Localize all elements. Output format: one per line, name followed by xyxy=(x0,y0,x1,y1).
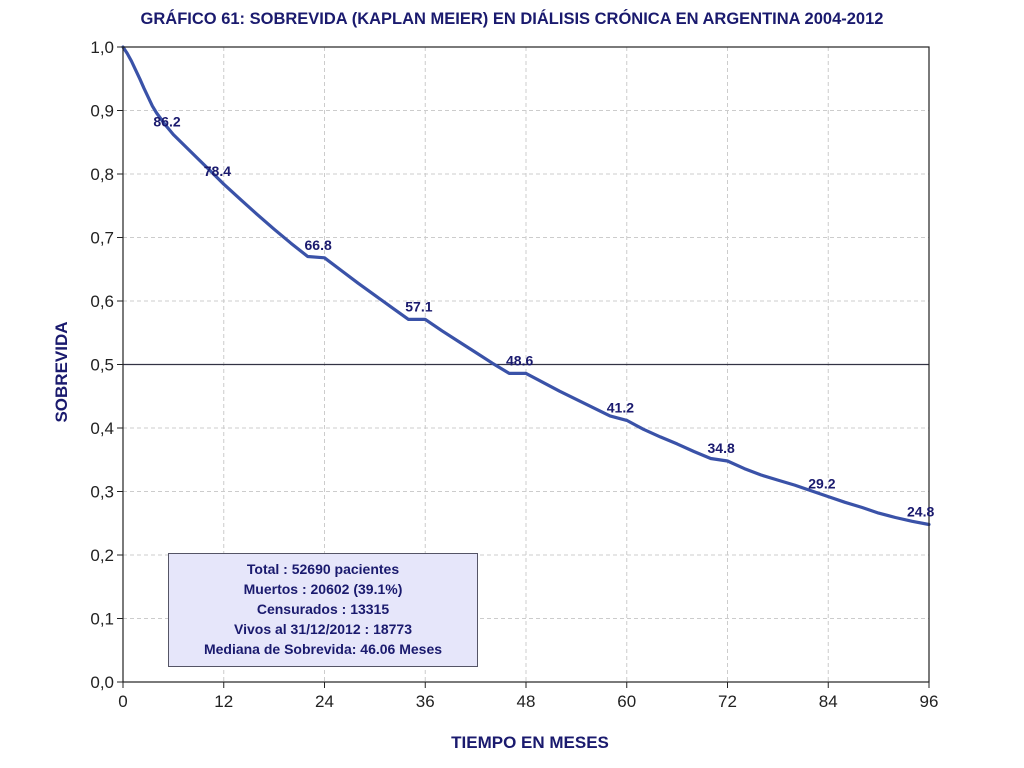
survival-value-label: 66.8 xyxy=(305,237,332,253)
summary-deaths: Muertos : 20602 (39.1%) xyxy=(243,581,403,597)
y-tick-label: 1,0 xyxy=(90,38,114,57)
y-tick-label: 0,8 xyxy=(90,165,114,184)
y-tick-label: 0,6 xyxy=(90,292,114,311)
y-tick-label: 0,3 xyxy=(90,483,114,502)
survival-value-label: 34.8 xyxy=(708,440,735,456)
x-axis-title: TIEMPO EN MESES xyxy=(451,733,609,752)
survival-curve xyxy=(121,45,931,527)
y-axis-title: SOBREVIDA xyxy=(52,321,71,422)
y-tick-label: 0,4 xyxy=(90,419,114,438)
summary-alive: Vivos al 31/12/2012 : 18773 xyxy=(234,621,412,637)
x-tick-label: 12 xyxy=(214,692,233,711)
survival-value-label: 29.2 xyxy=(808,476,835,492)
summary-box: Total : 52690 pacientes Muertos : 20602 … xyxy=(168,553,478,667)
survival-value-label: 48.6 xyxy=(506,352,533,368)
x-tick-label: 0 xyxy=(118,692,127,711)
y-tick-label: 0,7 xyxy=(90,229,114,248)
y-tick-label: 0,5 xyxy=(90,356,114,375)
y-tick-label: 0,1 xyxy=(90,610,114,629)
survival-value-label: 86.2 xyxy=(153,114,180,130)
axis-ticks: 0 12 24 36 48 60 72 84 96 0,0 0,1 0,2 0,3 0,4 0,5 0,6 0,… xyxy=(90,38,938,711)
survival-value-label: 41.2 xyxy=(607,399,634,415)
survival-value-label: 78.4 xyxy=(204,163,231,179)
survival-curve-layer xyxy=(121,45,931,527)
y-tick-label: 0,0 xyxy=(90,673,114,692)
summary-total: Total : 52690 pacientes xyxy=(246,561,400,577)
x-tick-label: 36 xyxy=(416,692,435,711)
chart-title: GRÁFICO 61: SOBREVIDA (KAPLAN MEIER) EN … xyxy=(140,10,884,28)
point-labels: 86.2 78.4 66.8 57.1 48.6 41.2 34.8 29.2 24.8 xyxy=(153,114,934,520)
x-tick-label: 96 xyxy=(920,692,939,711)
x-tick-label: 60 xyxy=(617,692,636,711)
x-tick-label: 84 xyxy=(819,692,838,711)
survival-value-label: 57.1 xyxy=(405,298,432,314)
summary-median: Mediana de Sobrevida: 46.06 Meses xyxy=(203,641,443,657)
x-tick-label: 72 xyxy=(718,692,737,711)
y-tick-label: 0,9 xyxy=(90,102,114,121)
summary-censored: Censurados : 13315 xyxy=(256,601,390,617)
x-tick-label: 48 xyxy=(517,692,536,711)
survival-value-label: 24.8 xyxy=(907,504,934,520)
x-tick-label: 24 xyxy=(315,692,334,711)
y-tick-label: 0,2 xyxy=(90,546,114,565)
